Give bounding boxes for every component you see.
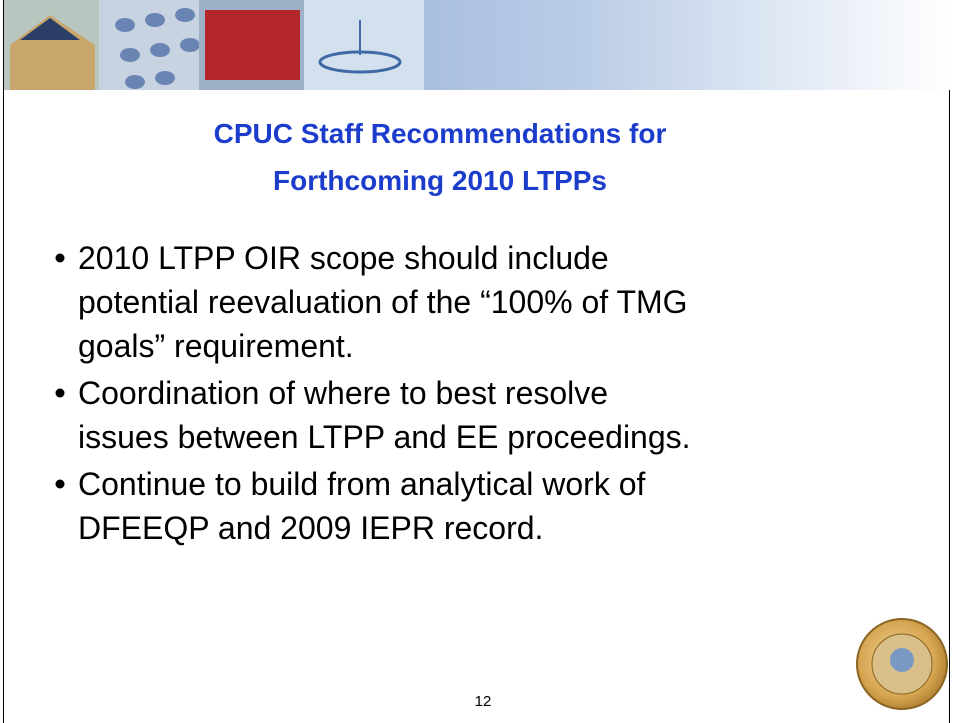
bullet-list: 2010 LTPP OIR scope should include potent…: [56, 240, 691, 546]
bullet-dot: [56, 254, 65, 263]
bullet-text: potential reevaluation of the “100% of T…: [78, 284, 688, 320]
title-line: CPUC Staff Recommendations for: [214, 118, 667, 149]
bullet-text: Coordination of where to best resolve: [78, 375, 608, 411]
bullet-text: 2010 LTPP OIR scope should include: [78, 240, 609, 276]
page-number: 12: [475, 693, 492, 710]
train-car: [205, 10, 300, 80]
water-photo: [304, 0, 424, 90]
banner: [4, 0, 953, 90]
bullet-text: issues between LTPP and EE proceedings.: [78, 419, 691, 455]
bullet-text: DFEEQP and 2009 IEPR record.: [78, 510, 543, 546]
bullet-text: goals” requirement.: [78, 328, 354, 364]
bullet-text: Continue to build from analytical work o…: [78, 466, 646, 502]
slide-canvas: CPUC Staff Recommendations for Forthcomi…: [0, 0, 953, 723]
title-line: Forthcoming 2010 LTPPs: [273, 165, 607, 196]
slide: CPUC Staff Recommendations for Forthcomi…: [0, 0, 953, 723]
bullet-dot: [56, 480, 65, 489]
cpuc-seal: [857, 619, 947, 709]
bullet-dot: [56, 389, 65, 398]
